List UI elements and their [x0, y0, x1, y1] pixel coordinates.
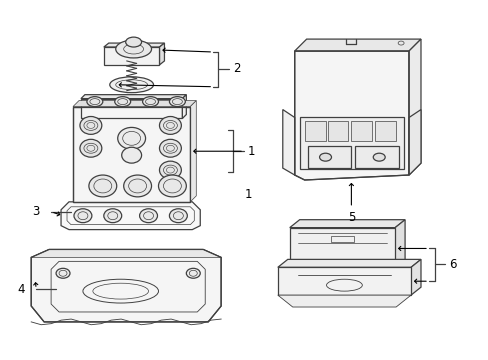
Ellipse shape [116, 40, 151, 58]
Ellipse shape [115, 96, 130, 107]
Polygon shape [294, 51, 408, 180]
Text: 2: 2 [233, 62, 240, 75]
Ellipse shape [80, 117, 102, 134]
Bar [304, 121, 325, 141]
Ellipse shape [159, 117, 181, 134]
Ellipse shape [118, 127, 145, 149]
Ellipse shape [122, 147, 142, 163]
Polygon shape [410, 260, 420, 295]
Polygon shape [81, 99, 182, 118]
Ellipse shape [319, 153, 331, 161]
Polygon shape [289, 228, 394, 269]
Polygon shape [103, 43, 164, 47]
Ellipse shape [123, 175, 151, 197]
Polygon shape [299, 117, 403, 169]
Polygon shape [159, 43, 164, 65]
Polygon shape [408, 39, 420, 175]
Text: 3: 3 [32, 205, 39, 218]
Ellipse shape [74, 209, 92, 223]
Polygon shape [73, 107, 190, 202]
Polygon shape [408, 109, 420, 175]
Text: 1: 1 [244, 188, 252, 201]
Bar [327, 121, 347, 141]
Polygon shape [31, 249, 221, 322]
Ellipse shape [169, 96, 185, 107]
Text: 5: 5 [347, 211, 354, 224]
Polygon shape [394, 220, 404, 269]
Polygon shape [277, 260, 420, 267]
Ellipse shape [87, 96, 102, 107]
Text: 1: 1 [247, 145, 255, 158]
Ellipse shape [125, 37, 142, 47]
Bar [330, 235, 354, 242]
Bar [307, 146, 351, 168]
Polygon shape [289, 220, 404, 228]
Bar [374, 121, 395, 141]
Polygon shape [190, 100, 196, 202]
Ellipse shape [169, 209, 187, 223]
Polygon shape [277, 267, 410, 295]
Polygon shape [182, 95, 186, 118]
Ellipse shape [372, 153, 385, 161]
Ellipse shape [139, 209, 157, 223]
Polygon shape [282, 109, 294, 175]
Text: 6: 6 [448, 258, 455, 271]
Ellipse shape [89, 175, 117, 197]
Polygon shape [31, 249, 221, 257]
Polygon shape [103, 47, 159, 65]
Ellipse shape [142, 96, 158, 107]
Ellipse shape [186, 268, 200, 278]
Polygon shape [61, 202, 200, 230]
Bar [355, 146, 398, 168]
Ellipse shape [159, 161, 181, 179]
Polygon shape [277, 295, 410, 307]
Ellipse shape [158, 175, 186, 197]
Polygon shape [73, 100, 196, 107]
Ellipse shape [159, 139, 181, 157]
Polygon shape [81, 95, 186, 99]
Bar [351, 121, 371, 141]
Polygon shape [294, 39, 420, 51]
Ellipse shape [80, 139, 102, 157]
Text: 4: 4 [18, 283, 25, 296]
Ellipse shape [109, 77, 153, 93]
Ellipse shape [103, 209, 122, 223]
Ellipse shape [56, 268, 70, 278]
